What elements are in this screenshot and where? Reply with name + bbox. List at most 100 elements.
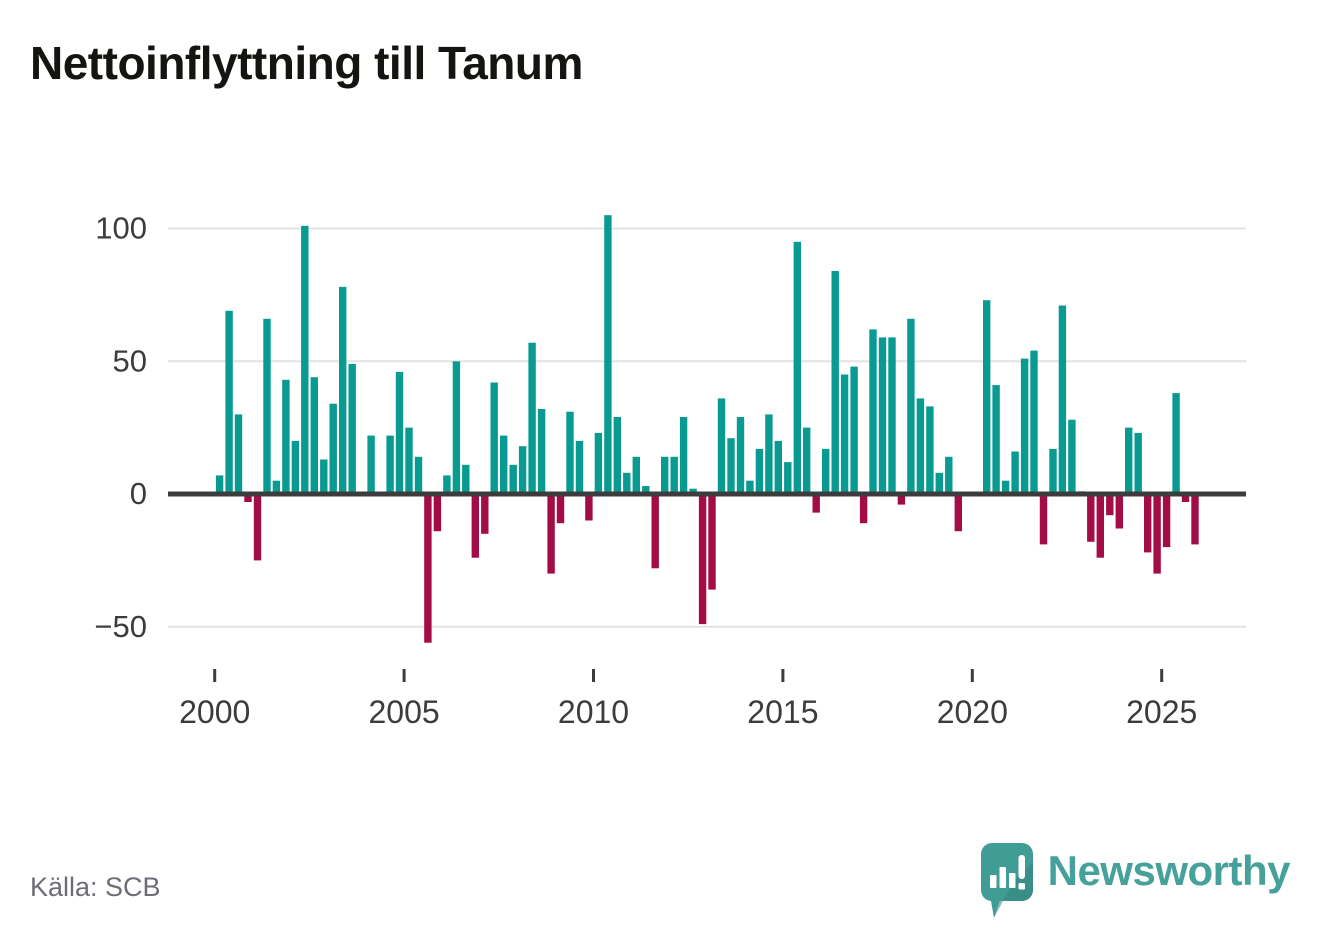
bar-2014-q1 bbox=[746, 480, 754, 494]
bar-2013-q4 bbox=[736, 417, 745, 494]
x-axis-label-2000: 2000 bbox=[179, 694, 250, 730]
bar-2007-q3 bbox=[500, 435, 508, 494]
bar-2000-q4 bbox=[244, 494, 252, 502]
bar-2008-q1 bbox=[518, 446, 527, 494]
bar-2015-q2 bbox=[793, 241, 801, 494]
bar-2020-q2 bbox=[983, 300, 991, 494]
bar-2001-q4 bbox=[282, 379, 290, 494]
bar-2000-q3 bbox=[234, 414, 243, 494]
bar-2008-q3 bbox=[537, 409, 546, 494]
bar-2006-q1 bbox=[443, 475, 451, 494]
bar-2022-q1 bbox=[1049, 448, 1057, 494]
x-axis-tick-2005 bbox=[402, 669, 406, 682]
bar-2017-q1 bbox=[859, 494, 868, 524]
bar-2022-q2 bbox=[1058, 305, 1067, 494]
bar-2023-q4 bbox=[1115, 494, 1123, 529]
source-note: Källa: SCB bbox=[30, 872, 161, 902]
x-axis-label-2025: 2025 bbox=[1126, 694, 1197, 730]
bar-2019-q2 bbox=[945, 456, 953, 494]
bar-2024-q1 bbox=[1125, 427, 1133, 494]
bar-2014-q3 bbox=[765, 414, 773, 494]
bar-2018-q1 bbox=[897, 494, 906, 505]
bar-2009-q4 bbox=[585, 494, 593, 521]
x-axis-tick-2015 bbox=[781, 669, 785, 682]
bar-2016-q1 bbox=[822, 448, 830, 494]
bar-2023-q1 bbox=[1087, 494, 1095, 542]
bar-2017-q4 bbox=[888, 337, 896, 494]
bar-2025-q1 bbox=[1162, 494, 1171, 548]
bar-2003-q2 bbox=[339, 286, 347, 494]
bar-2006-q2 bbox=[452, 361, 461, 495]
bar-2008-q4 bbox=[547, 494, 555, 574]
bar-2013-q3 bbox=[727, 438, 735, 494]
x-axis-label-2010: 2010 bbox=[558, 694, 629, 730]
bar-2023-q3 bbox=[1106, 494, 1114, 516]
bar-2004-q1 bbox=[367, 435, 375, 494]
x-axis-tick-2020 bbox=[970, 669, 974, 682]
bar-2007-q2 bbox=[490, 382, 498, 494]
page-title: Nettoinflyttning till Tanum bbox=[30, 37, 583, 89]
bar-2002-q4 bbox=[320, 459, 328, 494]
bar-2021-q2 bbox=[1020, 358, 1029, 494]
bar-2005-q3 bbox=[424, 494, 432, 643]
bar-2001-q3 bbox=[272, 480, 281, 494]
bar-2011-q3 bbox=[651, 494, 659, 569]
bar-2004-q3 bbox=[386, 435, 394, 494]
net-migration-bar-chart: 100 50 0 −50 2000 2005 2010 2015 2020 2025 bbox=[94, 211, 1246, 730]
bar-2018-q3 bbox=[916, 398, 925, 494]
bar-2020-q3 bbox=[992, 385, 1000, 494]
bar-2010-q3 bbox=[613, 417, 621, 494]
bar-2018-q4 bbox=[926, 406, 934, 494]
bar-2019-q1 bbox=[935, 472, 943, 494]
bar-2007-q4 bbox=[509, 464, 517, 494]
bar-2023-q2 bbox=[1096, 494, 1104, 558]
bar-2025-q4 bbox=[1191, 494, 1199, 545]
y-axis-label--50: −50 bbox=[94, 609, 147, 644]
bar-2016-q4 bbox=[850, 366, 858, 494]
bar-2010-q2 bbox=[604, 215, 612, 494]
bar-2022-q3 bbox=[1068, 419, 1076, 494]
x-axis-label-2005: 2005 bbox=[369, 694, 440, 730]
bar-2016-q3 bbox=[840, 374, 849, 494]
y-axis-label-50: 50 bbox=[113, 343, 147, 378]
bar-2003-q3 bbox=[348, 363, 356, 494]
bar-2015-q1 bbox=[784, 462, 792, 494]
bar-2017-q3 bbox=[878, 337, 887, 494]
newsworthy-bubble-icon bbox=[980, 843, 1033, 918]
bar-2000-q2 bbox=[225, 310, 233, 494]
bar-2011-q2 bbox=[642, 486, 650, 494]
bar-2009-q3 bbox=[575, 440, 584, 494]
newsworthy-logo: Newsworthy bbox=[980, 842, 1291, 924]
bar-2005-q2 bbox=[414, 456, 423, 494]
bar-2015-q4 bbox=[812, 494, 820, 513]
bar-2000-q1 bbox=[215, 475, 224, 494]
bar-2002-q2 bbox=[301, 225, 309, 495]
bar-2024-q2 bbox=[1134, 432, 1142, 494]
bar-2012-q4 bbox=[698, 494, 707, 625]
x-axis-tick-2000 bbox=[213, 669, 217, 682]
bar-2001-q2 bbox=[263, 318, 271, 494]
bar-2003-q1 bbox=[329, 403, 337, 494]
bar-2010-q4 bbox=[623, 472, 631, 494]
x-axis-tick-2025 bbox=[1160, 669, 1164, 682]
bar-2008-q2 bbox=[528, 342, 536, 494]
bar-2025-q3 bbox=[1181, 494, 1190, 502]
bar-2021-q4 bbox=[1039, 494, 1048, 545]
newsworthy-wordmark: Newsworthy bbox=[1047, 847, 1291, 894]
bar-2012-q2 bbox=[679, 417, 688, 494]
bar-2001-q1 bbox=[253, 494, 262, 561]
bar-2007-q1 bbox=[481, 494, 489, 534]
bar-2005-q4 bbox=[433, 494, 442, 532]
bar-2010-q1 bbox=[594, 432, 603, 494]
bar-2014-q2 bbox=[755, 448, 764, 494]
bar-2020-q4 bbox=[1001, 480, 1010, 494]
bar-2024-q3 bbox=[1144, 494, 1152, 553]
bar-2018-q2 bbox=[907, 318, 915, 494]
bar-2011-q4 bbox=[661, 456, 669, 494]
y-axis-label-0: 0 bbox=[130, 476, 147, 511]
y-axis-label-100: 100 bbox=[95, 211, 147, 246]
bar-2014-q4 bbox=[774, 440, 782, 494]
bar-2019-q3 bbox=[954, 494, 962, 532]
bar-2015-q3 bbox=[803, 427, 811, 494]
bar-2009-q1 bbox=[556, 494, 565, 524]
